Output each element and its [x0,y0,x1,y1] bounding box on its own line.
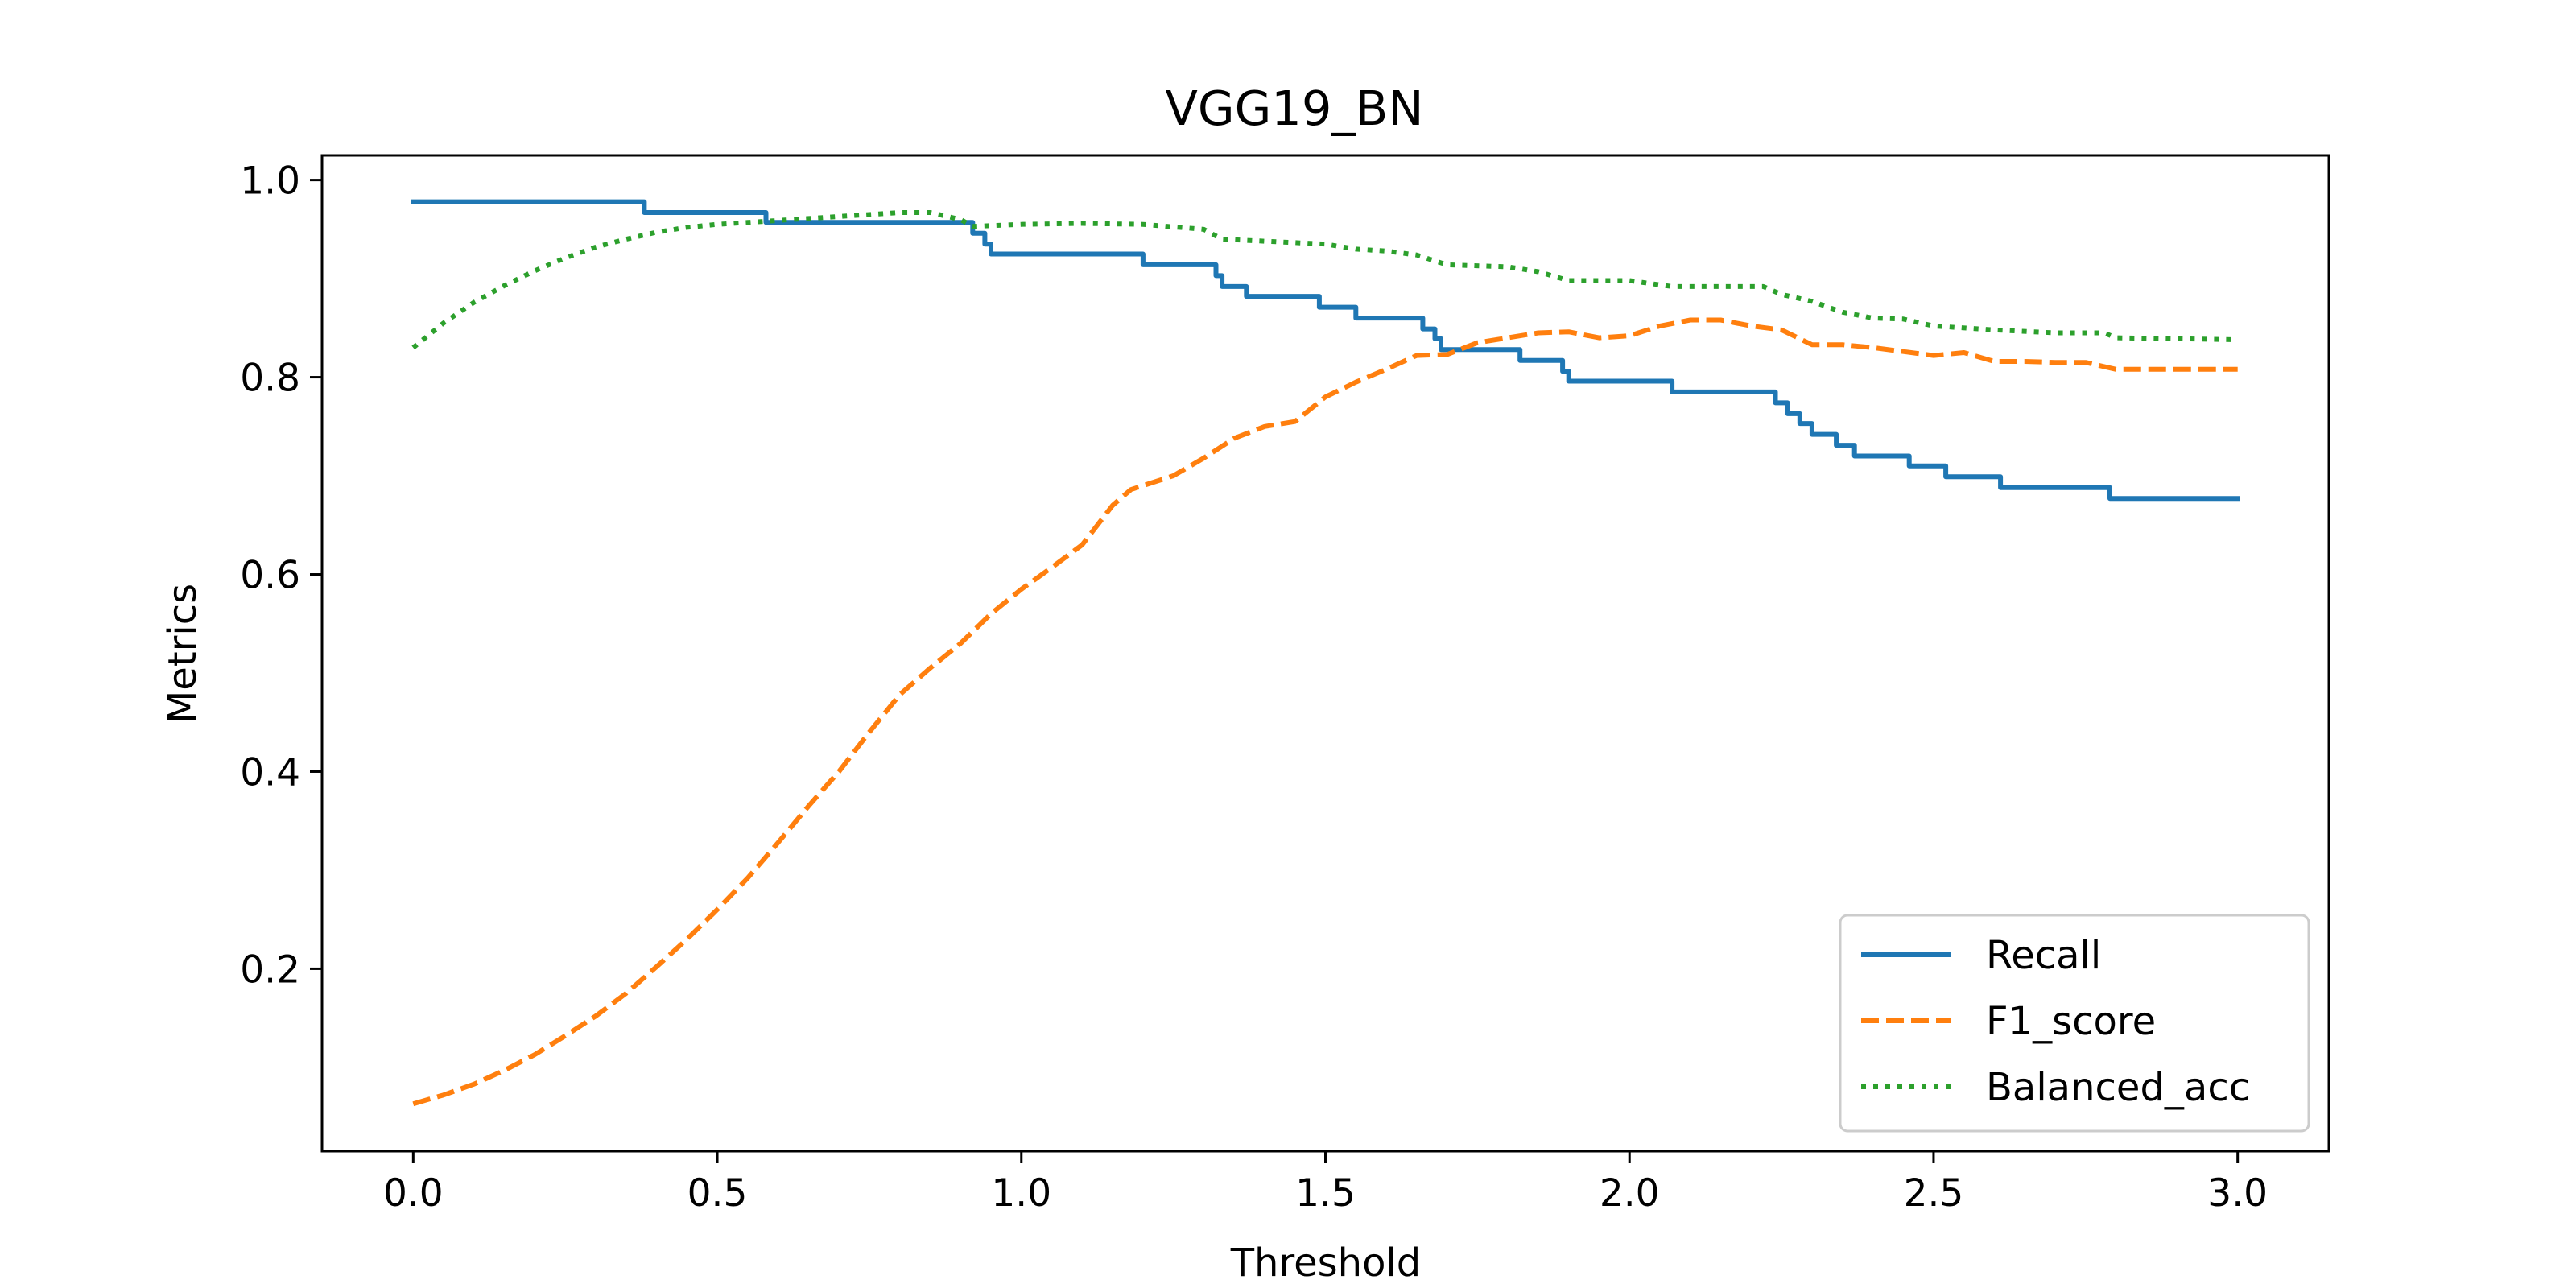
legend-label: F1_score [1986,999,2156,1044]
y-tick-label: 1.0 [240,159,300,204]
y-tick-label: 0.8 [240,357,300,401]
y-tick-label: 0.4 [240,750,300,795]
x-tick-label: 0.0 [383,1171,444,1216]
x-axis: 0.0 0.5 1.0 1.5 2.0 2.5 3.0 [383,1151,2268,1216]
legend: Recall F1_score Balanced_acc [1839,914,2310,1133]
legend-label: Recall [1986,933,2101,978]
x-axis-label: Threshold [1230,1241,1422,1286]
x-tick-label: 1.5 [1295,1171,1356,1216]
y-axis-label: Metrics [160,584,205,724]
x-tick-label: 1.0 [991,1171,1051,1216]
y-tick-label: 0.6 [240,554,300,598]
legend-entries: Recall F1_score Balanced_acc [1861,933,2250,1110]
legend-frame [1839,914,2310,1133]
chart-title: VGG19_BN [1166,80,1424,136]
series-line-balanced-acc [411,210,2238,350]
x-tick-label: 2.5 [1904,1171,1964,1216]
series-line-f1-score [412,317,2238,1107]
x-tick-label: 3.0 [2207,1171,2268,1216]
x-tick-label: 2.0 [1600,1171,1660,1216]
legend-label: Balanced_acc [1986,1065,2250,1110]
y-axis: 0.2 0.4 0.6 0.8 1.0 [240,159,322,992]
y-tick-label: 0.2 [240,947,300,992]
series-line-recall [411,199,2240,502]
series-layer [411,199,2240,1107]
x-tick-label: 0.5 [687,1171,748,1216]
